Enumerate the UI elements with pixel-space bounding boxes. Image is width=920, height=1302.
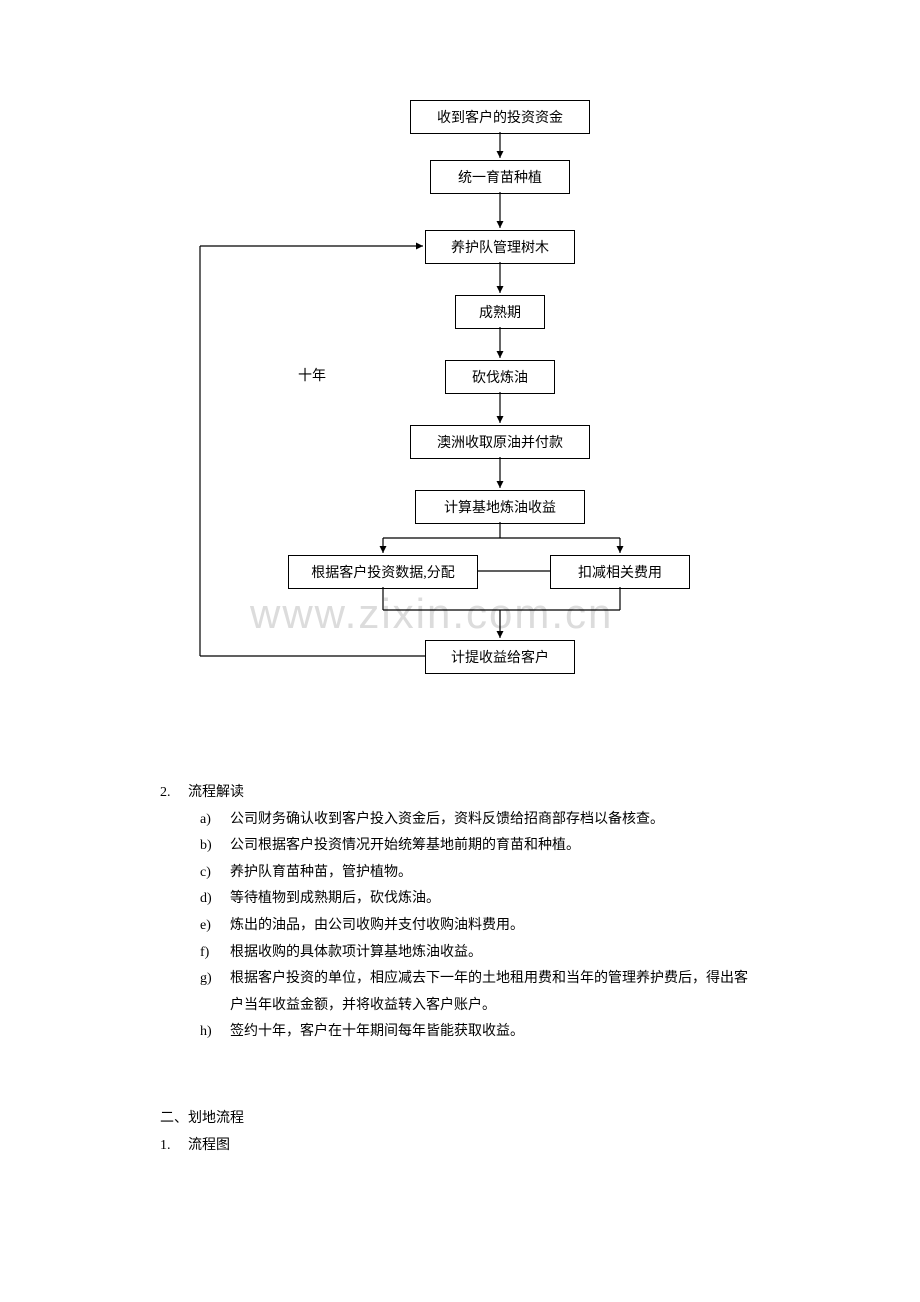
item-text: 根据收购的具体款项计算基地炼油收益。 xyxy=(230,940,760,967)
item-marker: a) xyxy=(200,807,230,834)
node-label: 砍伐炼油 xyxy=(472,371,528,386)
watermark-text: www.zixin.com.cn xyxy=(250,590,613,638)
list-item: b)公司根据客户投资情况开始统筹基地前期的育苗和种植。 xyxy=(200,833,760,860)
flow-node-8: 根据客户投资数据,分配 xyxy=(288,555,478,589)
explanation-items: a)公司财务确认收到客户投入资金后，资料反馈给招商部存档以备核查。 b)公司根据… xyxy=(200,807,760,1046)
item-marker: c) xyxy=(200,860,230,887)
item-marker: d) xyxy=(200,886,230,913)
node-label: 成熟期 xyxy=(479,306,521,321)
node-label: 扣减相关费用 xyxy=(578,566,662,581)
list-item: f)根据收购的具体款项计算基地炼油收益。 xyxy=(200,940,760,967)
list-number: 1. xyxy=(160,1133,188,1160)
section2-subitem: 1. 流程图 xyxy=(160,1133,760,1160)
flow-node-3: 养护队管理树木 xyxy=(425,230,575,264)
list-item: e)炼出的油品，由公司收购并支付收购油料费用。 xyxy=(200,913,760,940)
item-text: 签约十年，客户在十年期间每年皆能获取收益。 xyxy=(230,1019,760,1046)
item-text: 公司财务确认收到客户投入资金后，资料反馈给招商部存档以备核查。 xyxy=(230,807,760,834)
list-item: a)公司财务确认收到客户投入资金后，资料反馈给招商部存档以备核查。 xyxy=(200,807,760,834)
item-marker: e) xyxy=(200,913,230,940)
item-marker: f) xyxy=(200,940,230,967)
flow-node-2: 统一育苗种植 xyxy=(430,160,570,194)
node-label: 澳洲收取原油并付款 xyxy=(437,436,563,451)
item-text: 养护队育苗种苗，管护植物。 xyxy=(230,860,760,887)
flow-node-5: 砍伐炼油 xyxy=(445,360,555,394)
flow-node-1: 收到客户的投资资金 xyxy=(410,100,590,134)
flow-node-9: 扣减相关费用 xyxy=(550,555,690,589)
section-explanation: 2. 流程解读 a)公司财务确认收到客户投入资金后，资料反馈给招商部存档以备核查… xyxy=(160,780,760,1046)
node-label: 计算基地炼油收益 xyxy=(444,501,556,516)
flow-node-4: 成熟期 xyxy=(455,295,545,329)
section-2: 二、划地流程 1. 流程图 xyxy=(160,1106,760,1159)
flowchart-container: www.zixin.com.cn 收到客户的投资资金 统一育苗种植 养护队管理树… xyxy=(180,100,780,740)
list-heading: 2. 流程解读 xyxy=(160,780,760,807)
item-marker: h) xyxy=(200,1019,230,1046)
item-text: 炼出的油品，由公司收购并支付收购油料费用。 xyxy=(230,913,760,940)
document-page: www.zixin.com.cn 收到客户的投资资金 统一育苗种植 养护队管理树… xyxy=(0,0,920,1239)
node-label: 收到客户的投资资金 xyxy=(437,111,563,126)
list-item: g)根据客户投资的单位，相应减去下一年的土地租用费和当年的管理养护费后，得出客户… xyxy=(200,966,760,1019)
list-item: h)签约十年，客户在十年期间每年皆能获取收益。 xyxy=(200,1019,760,1046)
flow-node-10: 计提收益给客户 xyxy=(425,640,575,674)
section2-heading: 二、划地流程 xyxy=(160,1106,760,1133)
list-item: d)等待植物到成熟期后，砍伐炼油。 xyxy=(200,886,760,913)
item-marker: g) xyxy=(200,966,230,1019)
list-title: 流程图 xyxy=(188,1133,230,1160)
loop-label: 十年 xyxy=(298,365,326,385)
node-label: 统一育苗种植 xyxy=(458,171,542,186)
list-item: c)养护队育苗种苗，管护植物。 xyxy=(200,860,760,887)
list-number: 2. xyxy=(160,780,188,807)
node-label: 计提收益给客户 xyxy=(451,651,549,666)
item-text: 公司根据客户投资情况开始统筹基地前期的育苗和种植。 xyxy=(230,833,760,860)
item-text: 等待植物到成熟期后，砍伐炼油。 xyxy=(230,886,760,913)
node-label: 根据客户投资数据,分配 xyxy=(311,566,455,581)
item-marker: b) xyxy=(200,833,230,860)
list-title: 流程解读 xyxy=(188,780,244,807)
node-label: 养护队管理树木 xyxy=(451,241,549,256)
flow-node-7: 计算基地炼油收益 xyxy=(415,490,585,524)
flow-node-6: 澳洲收取原油并付款 xyxy=(410,425,590,459)
item-text: 根据客户投资的单位，相应减去下一年的土地租用费和当年的管理养护费后，得出客户当年… xyxy=(230,966,760,1019)
